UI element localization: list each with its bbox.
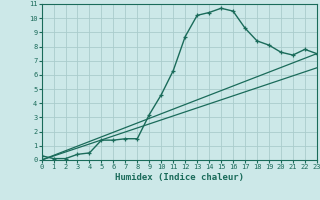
X-axis label: Humidex (Indice chaleur): Humidex (Indice chaleur) — [115, 173, 244, 182]
